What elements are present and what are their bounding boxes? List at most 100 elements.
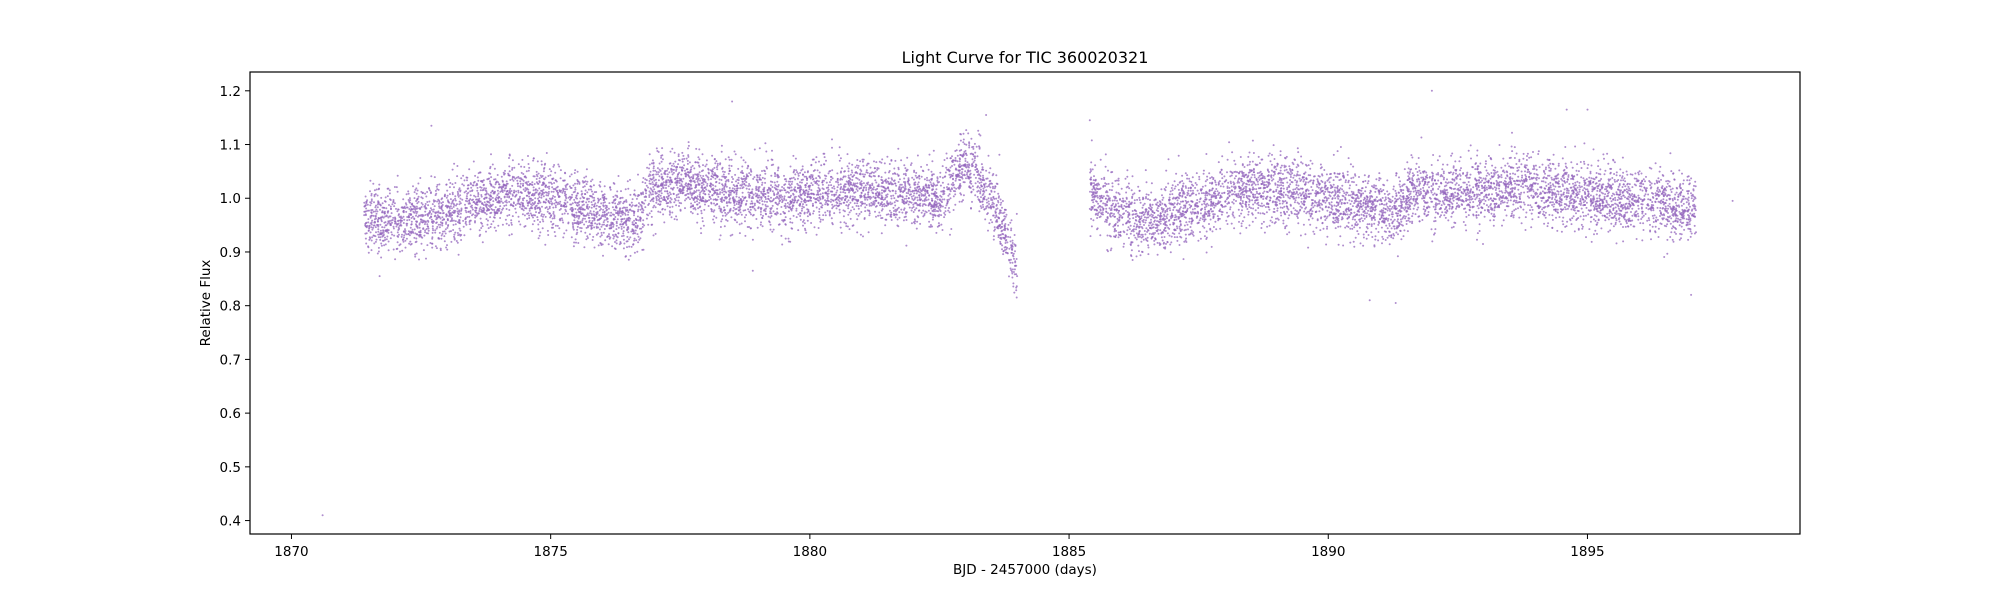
data-point: [548, 205, 551, 208]
data-point: [611, 206, 614, 209]
data-point: [906, 156, 909, 159]
data-point: [730, 165, 733, 167]
data-point: [800, 186, 802, 189]
data-point: [665, 196, 668, 198]
data-point: [599, 180, 602, 183]
data-point: [988, 193, 991, 196]
data-point: [536, 202, 539, 205]
data-point: [455, 204, 457, 207]
data-point: [727, 156, 730, 159]
data-point: [588, 233, 591, 236]
data-point: [477, 179, 480, 182]
data-point: [587, 197, 590, 200]
data-point: [802, 189, 805, 192]
data-point: [409, 226, 412, 229]
data-point: [393, 234, 396, 237]
data-point: [538, 187, 541, 190]
data-point: [855, 188, 858, 191]
data-point: [665, 180, 668, 183]
data-point: [749, 211, 752, 214]
data-point: [491, 208, 494, 211]
data-point: [546, 186, 549, 189]
data-point: [844, 183, 847, 186]
data-point: [836, 189, 839, 192]
data-point: [848, 211, 851, 214]
data-point: [947, 183, 950, 186]
data-point: [380, 242, 383, 245]
data-point: [380, 244, 383, 247]
data-point: [548, 168, 551, 171]
data-point: [452, 202, 455, 205]
data-point: [625, 199, 628, 202]
data-point: [434, 189, 437, 192]
data-point: [456, 210, 459, 213]
data-point: [840, 231, 843, 234]
data-point: [423, 223, 426, 226]
data-point: [555, 190, 558, 193]
data-point: [840, 198, 843, 201]
data-point: [590, 201, 593, 204]
data-point: [851, 195, 854, 198]
data-point: [733, 150, 736, 153]
data-point: [508, 189, 511, 192]
data-point: [935, 231, 938, 234]
data-point: [657, 184, 660, 187]
data-point: [610, 214, 613, 217]
data-point: [978, 146, 981, 149]
data-point: [525, 194, 528, 197]
data-point: [692, 204, 694, 207]
data-point: [684, 169, 686, 172]
data-point: [825, 175, 828, 178]
data-point: [643, 224, 646, 227]
data-point: [892, 206, 895, 209]
data-point: [443, 240, 446, 243]
data-point: [517, 215, 520, 218]
data-point: [724, 211, 727, 214]
data-point: [488, 197, 491, 200]
data-point: [1014, 250, 1016, 253]
data-point: [873, 160, 875, 163]
data-point: [381, 235, 384, 238]
data-point: [584, 231, 587, 234]
data-point: [900, 208, 903, 211]
data-point: [780, 206, 783, 208]
data-point: [478, 208, 481, 210]
data-point: [611, 223, 613, 226]
data-point: [436, 188, 439, 191]
data-point: [790, 177, 793, 180]
data-point: [669, 183, 672, 186]
data-point: [454, 182, 457, 184]
data-point: [855, 185, 858, 188]
data-point: [598, 214, 601, 217]
data-point: [912, 203, 915, 206]
data-point: [706, 175, 709, 178]
data-point: [415, 192, 418, 195]
data-point: [452, 219, 455, 222]
data-point: [469, 210, 472, 212]
data-point: [389, 237, 392, 240]
data-point: [573, 219, 576, 222]
data-point: [986, 201, 988, 204]
data-point: [559, 200, 562, 203]
data-point: [546, 210, 549, 213]
data-point: [729, 191, 732, 194]
data-point: [697, 189, 700, 192]
data-point: [671, 173, 674, 176]
data-point: [732, 184, 735, 186]
data-point: [435, 185, 438, 188]
data-point: [842, 209, 845, 212]
data-point: [861, 160, 864, 163]
data-point: [725, 213, 728, 216]
data-point: [800, 181, 803, 184]
data-point: [611, 245, 614, 248]
data-point: [525, 199, 528, 202]
data-point: [508, 209, 511, 211]
data-point: [933, 192, 936, 195]
data-point: [384, 200, 387, 203]
data-point: [848, 177, 851, 180]
data-point: [656, 195, 659, 197]
data-point: [471, 208, 474, 211]
data-point: [690, 202, 693, 205]
data-point: [920, 211, 923, 214]
